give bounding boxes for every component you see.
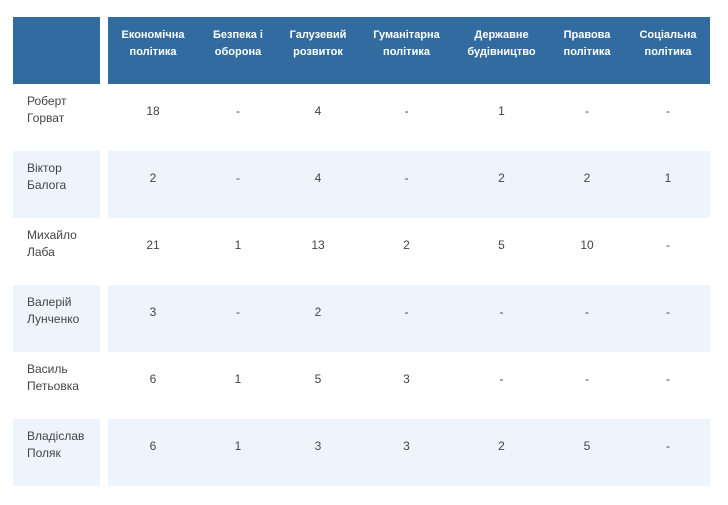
cell: -: [455, 285, 548, 352]
table: Економічна політика Безпека і оборона Галу…: [13, 17, 710, 486]
gap: [100, 285, 108, 352]
gap: [100, 218, 108, 285]
cell: 6: [108, 419, 198, 486]
gap: [100, 151, 108, 218]
row-name: Віктор Балога: [13, 151, 100, 218]
cell: 1: [498, 103, 505, 118]
cell: 6: [149, 371, 157, 386]
cell: -: [626, 285, 710, 352]
cell: -: [666, 103, 670, 118]
cell: -: [236, 103, 240, 118]
cell: 2: [403, 237, 410, 252]
cell: 2: [278, 285, 358, 352]
column-header: Галузевий розвиток: [278, 17, 358, 84]
cell: -: [404, 103, 409, 118]
row-name: Роберт Горват: [27, 94, 67, 125]
cell: 4: [278, 151, 358, 218]
cell: 18: [146, 103, 160, 118]
gap: [100, 419, 108, 486]
cell: -: [198, 285, 278, 352]
cell: 13: [311, 237, 325, 252]
cell: 4: [314, 103, 322, 118]
cell: 5: [548, 419, 626, 486]
cell: 10: [580, 237, 594, 252]
cell: -: [358, 285, 455, 352]
cell: -: [499, 371, 504, 386]
cell: 1: [198, 419, 278, 486]
header-corner: [13, 17, 100, 84]
cell: -: [358, 151, 455, 218]
cell: -: [666, 237, 670, 252]
cell: 3: [278, 419, 358, 486]
cell: 21: [146, 237, 160, 252]
row-name: Василь Петьовка: [27, 362, 79, 393]
cell: 2: [455, 151, 548, 218]
cell: 3: [358, 419, 455, 486]
cell: 2: [455, 419, 548, 486]
row-name: Владіслав Поляк: [13, 419, 100, 486]
cell: -: [585, 103, 589, 118]
column-header: Правова політика: [548, 17, 626, 84]
cell: -: [548, 285, 626, 352]
cell: 2: [548, 151, 626, 218]
column-header: Безпека і оборона: [198, 17, 278, 84]
cell: 3: [403, 371, 410, 386]
cell: -: [666, 371, 670, 386]
row-name: Валерій Лунченко: [13, 285, 100, 352]
cell: 1: [626, 151, 710, 218]
cell: -: [198, 151, 278, 218]
column-header: Державне будівництво: [455, 17, 548, 84]
column-header: Соціальна політика: [626, 17, 710, 84]
column-header: Гуманітарна політика: [358, 17, 455, 84]
cell: -: [585, 371, 589, 386]
gap: [100, 17, 108, 84]
cell: 1: [234, 371, 242, 386]
cell: 5: [498, 237, 505, 252]
cell: 3: [108, 285, 198, 352]
gap: [100, 352, 108, 419]
gap: [100, 84, 108, 151]
column-header: Економічна політика: [108, 17, 198, 84]
cell: 1: [234, 237, 242, 252]
cell: -: [626, 419, 710, 486]
cell: 5: [314, 371, 322, 386]
row-name: Михайло Лаба: [27, 228, 77, 259]
cell: 2: [108, 151, 198, 218]
